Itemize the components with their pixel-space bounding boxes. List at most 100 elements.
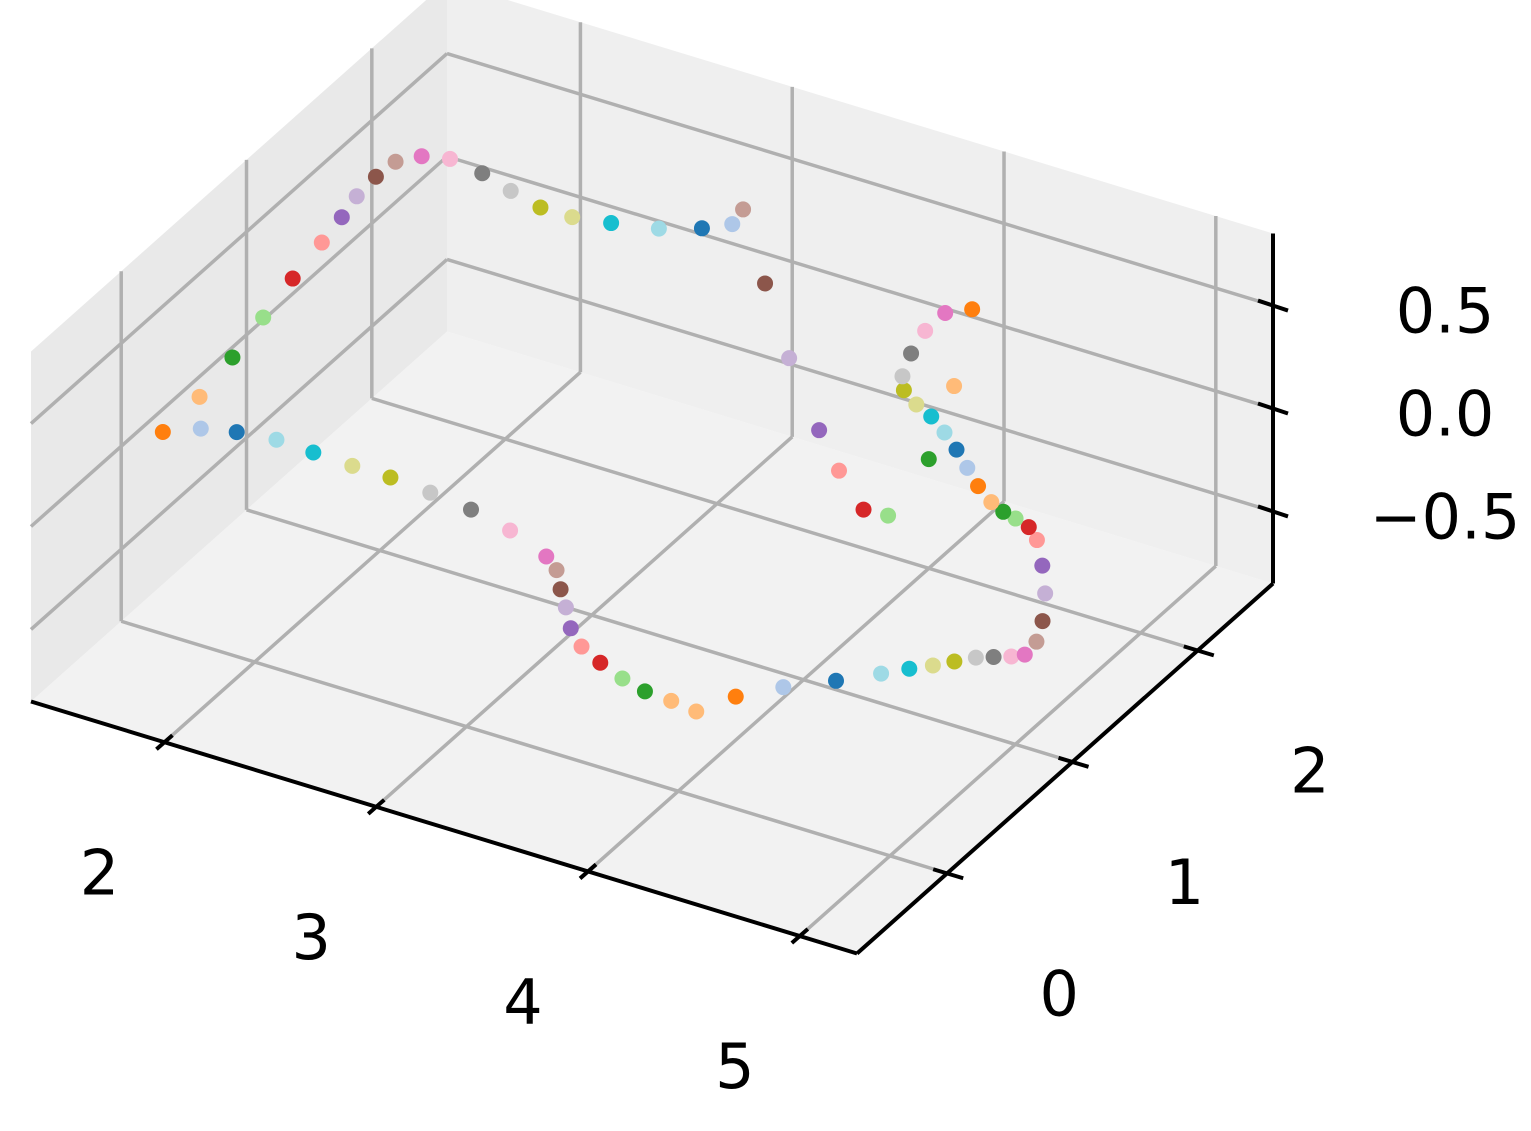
point [985,649,1002,666]
y-tick [932,867,964,881]
grid-line [163,370,582,744]
point [474,165,491,182]
point [573,638,590,655]
point [548,562,565,579]
y-tick-label: 1 [1165,846,1204,919]
point [463,501,480,518]
point [873,665,890,682]
left-pane [31,0,447,702]
point [268,431,285,448]
point [917,322,934,339]
point [1028,633,1045,650]
point [564,209,581,226]
floor-pane [31,331,1273,954]
point [937,304,954,321]
x-tick-label: 3 [291,901,330,974]
point [154,424,171,441]
point [650,220,667,237]
point [959,459,976,476]
grid-line [446,51,1274,308]
point [592,654,609,671]
x-tick [366,798,386,816]
y-tick-label: 2 [1290,734,1329,807]
point [1028,532,1045,549]
point [413,148,430,165]
point [344,457,361,474]
x-tick-label: 2 [80,836,119,909]
point [1020,519,1037,536]
point [305,444,322,461]
point [502,522,519,539]
grid-line [29,258,449,631]
point [1003,648,1020,665]
point [946,653,963,670]
grid-line [29,155,449,528]
point [191,388,208,405]
point [562,620,579,637]
point [1034,613,1051,630]
point [948,441,965,458]
point [895,382,912,399]
grid-line [29,52,449,425]
point [855,501,872,518]
point [284,270,301,287]
grid-line [586,500,1006,873]
point [636,683,653,700]
grid-line [371,396,1199,653]
point [422,484,439,501]
point [387,153,404,170]
point [908,396,925,413]
point [382,469,399,486]
point [688,703,705,720]
point [1037,585,1054,602]
point [831,462,848,479]
grid-line [798,564,1217,938]
point [894,368,911,385]
point [946,378,963,395]
point [970,478,987,495]
point [936,424,953,441]
point [903,345,920,362]
point [552,581,569,598]
z-tick [1257,401,1289,416]
x-axis-line [30,699,858,956]
point [614,670,631,687]
y-tick [1183,644,1215,658]
x-tick [155,733,174,751]
point [880,507,897,524]
point [1034,557,1051,574]
point [828,672,845,689]
point [920,451,937,468]
grid-line [120,619,948,875]
grid-line [246,508,1074,764]
point [693,220,710,237]
point [348,188,365,205]
grid-line [375,435,794,809]
point [811,422,828,439]
point [333,209,350,226]
x-tick [578,862,598,880]
point [603,215,620,232]
point [967,649,984,666]
y-axis-line [855,582,1275,955]
x-tick-label: 4 [503,966,542,1039]
y-tick-label: 0 [1039,957,1078,1030]
point [995,503,1012,520]
x-tick [790,927,810,945]
point [1016,646,1033,663]
point [901,660,918,677]
point [964,301,981,318]
point [724,216,741,233]
point [781,350,798,367]
x-tick-label: 5 [715,1030,754,1103]
back-pane [447,0,1273,584]
point [924,657,941,674]
point [313,234,330,251]
point [775,679,792,696]
point [663,692,680,709]
point [228,424,245,441]
point [192,420,209,437]
point [224,349,241,366]
z-tick-label: 0.0 [1396,378,1495,451]
